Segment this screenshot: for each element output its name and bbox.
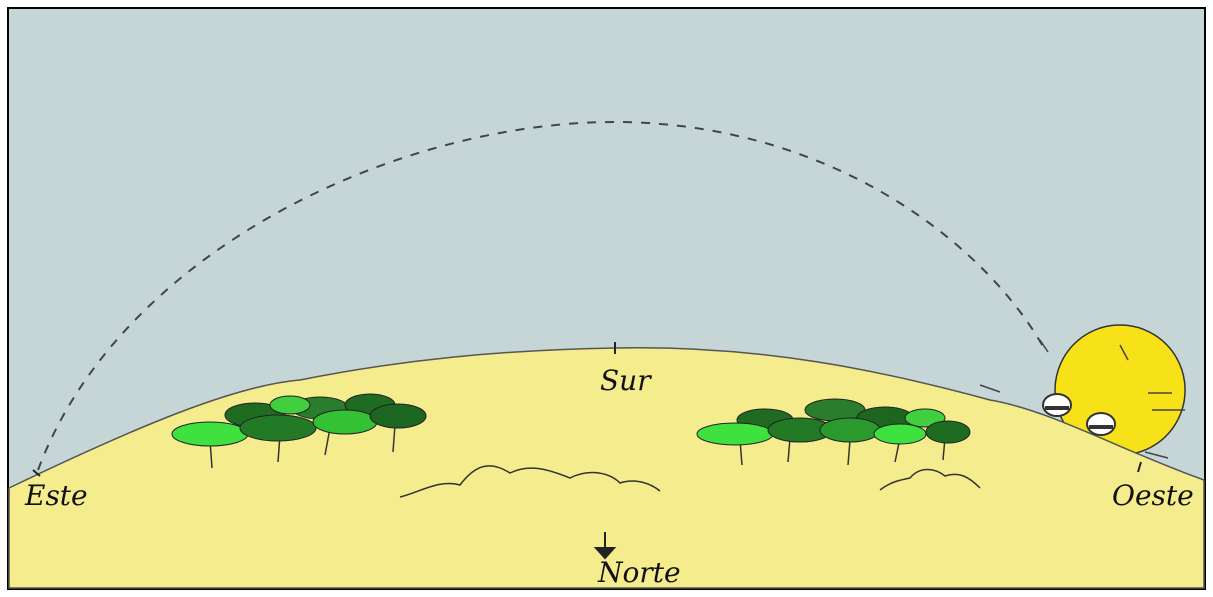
label-south: Sur: [600, 364, 652, 397]
label-east: Este: [24, 479, 88, 512]
bushes: [399, 465, 981, 498]
trees-left: [171, 393, 427, 469]
label-north: Norte: [597, 556, 681, 589]
markers: [32, 342, 1142, 560]
sun-face: [1042, 393, 1116, 436]
label-west: Oeste: [1112, 479, 1194, 512]
trees-right: [696, 398, 971, 466]
